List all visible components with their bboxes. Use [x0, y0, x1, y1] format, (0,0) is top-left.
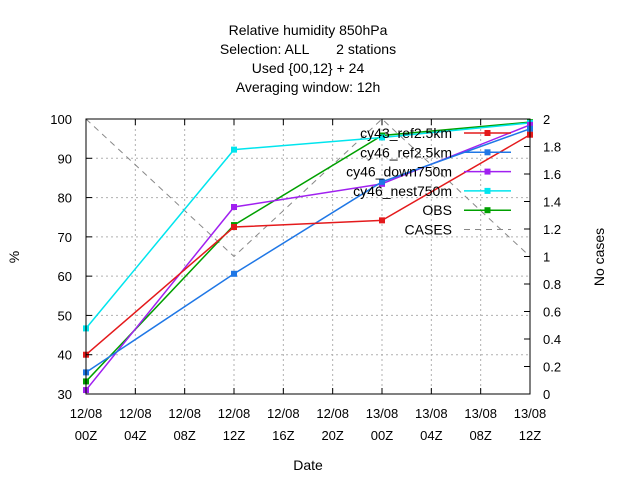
series-line	[85, 134, 531, 356]
y-tick-label: 50	[58, 308, 72, 323]
x-tick-label-hour: 04Z	[124, 428, 146, 443]
title-line: Relative humidity 850hPa	[229, 22, 388, 38]
x-tick-label-date: 13/08	[464, 406, 497, 421]
y2-tick-label: 1.8	[543, 140, 561, 155]
y2-tick-label: 0.2	[543, 360, 561, 375]
data-point	[379, 217, 385, 224]
data-point	[231, 146, 237, 153]
title-line: Used {00,12} + 24	[252, 60, 365, 76]
x-tick-label-hour: 20Z	[321, 428, 343, 443]
y-tick-label: 70	[58, 230, 72, 245]
x-tick-label-date: 12/08	[70, 406, 103, 421]
y2-tick-label: 1	[543, 250, 550, 265]
y2-tick-label: 1.2	[543, 222, 561, 237]
x-tick-label-hour: 00Z	[75, 428, 97, 443]
x-tick-label-date: 13/08	[415, 406, 448, 421]
x-tick-label-date: 12/08	[119, 406, 152, 421]
data-point	[231, 270, 237, 277]
grid	[86, 119, 530, 394]
x-tick-label-hour: 08Z	[173, 428, 195, 443]
series-line	[85, 118, 531, 258]
legend-marker	[484, 207, 491, 214]
data-point	[379, 178, 385, 185]
legend-label: cy46_nest750m	[353, 183, 452, 199]
x-tick-label-hour: 12Z	[519, 428, 541, 443]
y-tick-label: 100	[50, 112, 72, 127]
series-line	[85, 124, 531, 391]
x-tick-label-date: 12/08	[267, 406, 300, 421]
y-tick-label: 40	[58, 348, 72, 363]
x-tick-label-date: 12/08	[218, 406, 251, 421]
legend-marker	[484, 168, 491, 175]
legend-label: CASES	[405, 222, 452, 238]
title-line: Selection: ALL 2 stations	[220, 41, 396, 57]
axes: 12/08 00Z 12/08 04Z 12/08 08Z 12/08 12Z 12/08 16Z…	[50, 112, 561, 443]
y-tick-label: 60	[58, 269, 72, 284]
y2-axis-label: No cases	[591, 228, 607, 286]
x-tick-label-hour: 12Z	[223, 428, 245, 443]
series-line	[85, 121, 531, 382]
y-tick-label: 90	[58, 151, 72, 166]
legend-marker	[484, 187, 491, 194]
chart-title: Relative humidity 850hPa Selection: ALL 2…	[220, 22, 396, 95]
data-point	[231, 204, 237, 210]
y2-tick-label: 1.6	[543, 167, 561, 182]
y-tick-label: 30	[58, 387, 72, 402]
legend: cy43_ref2.5km cy46_ref2.5km cy46_down750mc…	[346, 125, 511, 238]
y2-tick-label: 1.4	[543, 195, 561, 210]
plot-frame	[85, 118, 531, 395]
title-line: Averaging window: 12h	[236, 79, 381, 95]
y2-tick-label: 0.6	[543, 305, 561, 320]
y2-tick-label: 0.8	[543, 277, 561, 292]
y2-tick-label: 2	[543, 112, 550, 127]
series-line	[85, 122, 531, 329]
legend-label: OBS	[422, 202, 452, 218]
x-tick-label-date: 12/08	[168, 406, 201, 421]
data-point	[379, 134, 385, 141]
x-tick-label-date: 13/08	[514, 406, 547, 421]
y2-tick-label: 0	[543, 387, 550, 402]
data-point	[231, 224, 237, 231]
x-tick-label-hour: 08Z	[469, 428, 491, 443]
x-tick-label-hour: 16Z	[272, 428, 294, 443]
legend-label: cy43_ref2.5km	[360, 125, 452, 141]
series-line	[85, 128, 531, 374]
x-tick-label-date: 12/08	[316, 406, 349, 421]
x-tick-label-date: 13/08	[366, 406, 399, 421]
y2-tick-label: 0.4	[543, 332, 561, 347]
x-axis-label: Date	[293, 457, 323, 473]
legend-label: cy46_down750m	[346, 164, 452, 180]
y-axis-label: %	[6, 251, 22, 263]
legend-marker	[484, 149, 491, 156]
plot-series	[83, 118, 533, 394]
legend-label: cy46_ref2.5km	[360, 144, 452, 160]
x-tick-label-hour: 04Z	[420, 428, 442, 443]
y-tick-label: 80	[58, 191, 72, 206]
legend-marker	[484, 130, 491, 136]
x-tick-label-hour: 00Z	[371, 428, 393, 443]
